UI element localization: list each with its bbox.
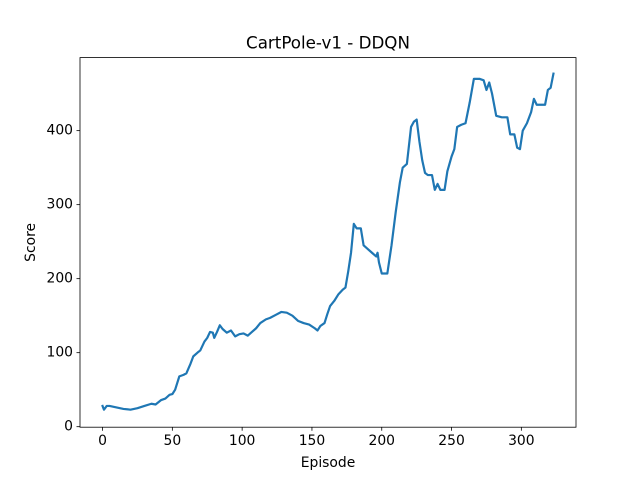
x-tick-label: 100 (229, 433, 256, 449)
x-tick-label: 200 (368, 433, 395, 449)
y-axis-label: Score (23, 223, 39, 262)
plot-frame (79, 57, 577, 428)
x-tick-label: 250 (438, 433, 465, 449)
y-tick-label: 400 (46, 123, 73, 139)
y-tick-label: 100 (46, 345, 73, 361)
x-tick-label: 300 (508, 433, 535, 449)
x-tick-label: 0 (98, 433, 107, 449)
data-line (101, 72, 555, 411)
x-tick-label: 50 (164, 433, 182, 449)
y-tick-label: 200 (46, 271, 73, 287)
y-tick-label: 0 (64, 419, 73, 435)
chart-title: CartPole-v1 - DDQN (246, 33, 410, 53)
x-tick-label: 150 (299, 433, 326, 449)
x-axis-label: Episode (301, 455, 356, 471)
y-tick-label: 300 (46, 197, 73, 213)
